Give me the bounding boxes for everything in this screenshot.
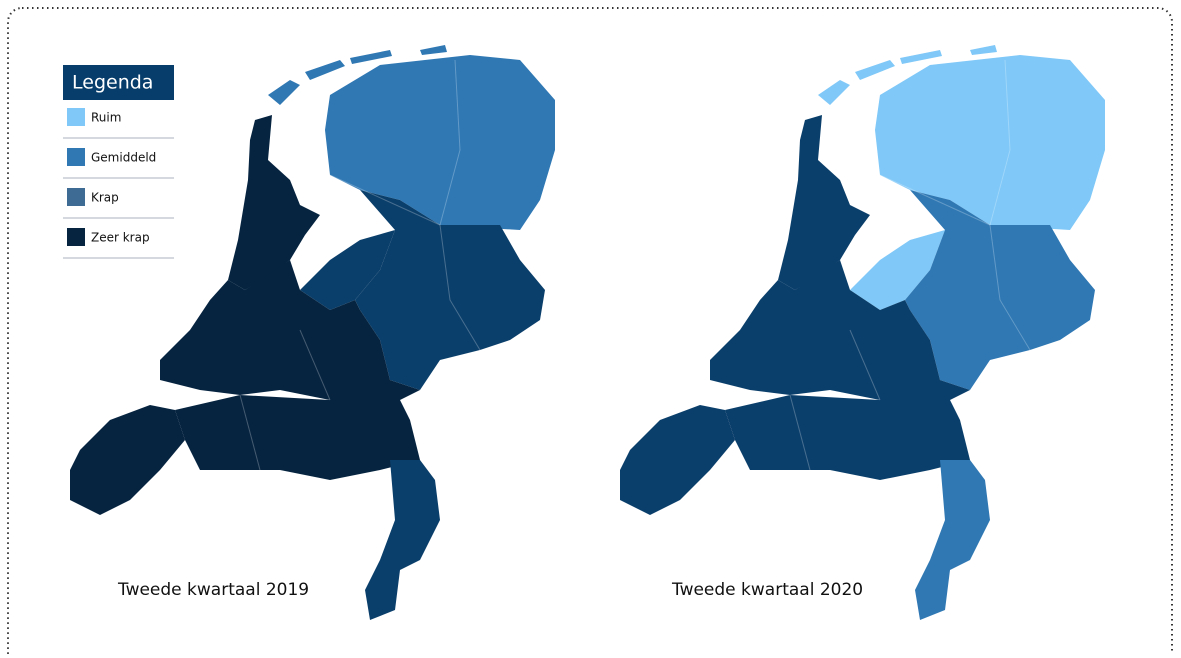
map-2020 (619, 44, 1106, 621)
frame (7, 7, 1173, 658)
legend-label: Gemiddeld (91, 151, 156, 165)
map-caption: Tweede kwartaal 2020 (671, 580, 863, 600)
map-caption: Tweede kwartaal 2019 (117, 580, 309, 600)
legend-title: Legenda (72, 72, 153, 94)
legend-swatch (67, 228, 85, 246)
legend-swatch (67, 108, 85, 126)
legend-label: Ruim (91, 111, 121, 125)
legend-swatch (67, 188, 85, 206)
legend-label: Krap (91, 191, 119, 205)
legend: Legenda Ruim Gemiddeld Krap Zeer krap (63, 65, 174, 259)
legend-swatch (67, 148, 85, 166)
map-2019 (69, 44, 556, 621)
legend-label: Zeer krap (91, 231, 150, 245)
legend-header (63, 65, 174, 100)
